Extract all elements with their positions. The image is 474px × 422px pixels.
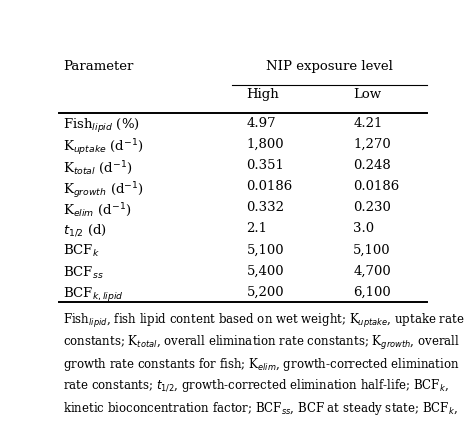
- Text: 5,100: 5,100: [246, 243, 284, 256]
- Text: 0.332: 0.332: [246, 201, 284, 214]
- Text: constants; K$_{total}$, overall elimination rate constants; K$_{growth}$, overal: constants; K$_{total}$, overall eliminat…: [63, 334, 460, 352]
- Text: 4.97: 4.97: [246, 116, 276, 130]
- Text: 0.230: 0.230: [353, 201, 391, 214]
- Text: 0.351: 0.351: [246, 159, 284, 172]
- Text: 4.21: 4.21: [353, 116, 383, 130]
- Text: High: High: [246, 88, 279, 101]
- Text: 1,270: 1,270: [353, 138, 391, 151]
- Text: BCF$_{k}$: BCF$_{k}$: [63, 243, 100, 260]
- Text: Fish$_{lipid}$ (%): Fish$_{lipid}$ (%): [63, 116, 140, 135]
- Text: NIP exposure level: NIP exposure level: [266, 60, 392, 73]
- Text: 6,100: 6,100: [353, 286, 391, 299]
- Text: kinetic bioconcentration factor; BCF$_{ss}$, BCF at steady state; BCF$_{k}$,: kinetic bioconcentration factor; BCF$_{s…: [63, 400, 458, 417]
- Text: 2.1: 2.1: [246, 222, 268, 235]
- Text: 3.0: 3.0: [353, 222, 374, 235]
- Text: Low: Low: [353, 88, 381, 101]
- Text: 5,100: 5,100: [353, 243, 391, 256]
- Text: K$_{uptake}$ (d$^{-1}$): K$_{uptake}$ (d$^{-1}$): [63, 138, 144, 158]
- Text: rate constants; $t_{1/2}$, growth-corrected elimination half-life; BCF$_{k}$,: rate constants; $t_{1/2}$, growth-correc…: [63, 378, 449, 394]
- Text: BCF$_{k, lipid}$: BCF$_{k, lipid}$: [63, 286, 124, 303]
- Text: growth rate constants for fish; K$_{elim}$, growth-corrected elimination: growth rate constants for fish; K$_{elim…: [63, 356, 459, 373]
- Text: BCF$_{ss}$: BCF$_{ss}$: [63, 265, 104, 281]
- Text: 0.0186: 0.0186: [353, 180, 400, 193]
- Text: 5,200: 5,200: [246, 286, 284, 299]
- Text: 0.248: 0.248: [353, 159, 391, 172]
- Text: K$_{total}$ (d$^{-1}$): K$_{total}$ (d$^{-1}$): [63, 159, 133, 177]
- Text: Fish$_{lipid}$, fish lipid content based on wet weight; K$_{uptake}$, uptake rat: Fish$_{lipid}$, fish lipid content based…: [63, 311, 465, 330]
- Text: 5,400: 5,400: [246, 265, 284, 277]
- Text: K$_{elim}$ (d$^{-1}$): K$_{elim}$ (d$^{-1}$): [63, 201, 131, 219]
- Text: 1,800: 1,800: [246, 138, 284, 151]
- Text: Parameter: Parameter: [63, 60, 133, 73]
- Text: $t_{1/2}$ (d): $t_{1/2}$ (d): [63, 222, 107, 238]
- Text: K$_{growth}$ (d$^{-1}$): K$_{growth}$ (d$^{-1}$): [63, 180, 144, 200]
- Text: 4,700: 4,700: [353, 265, 391, 277]
- Text: 0.0186: 0.0186: [246, 180, 293, 193]
